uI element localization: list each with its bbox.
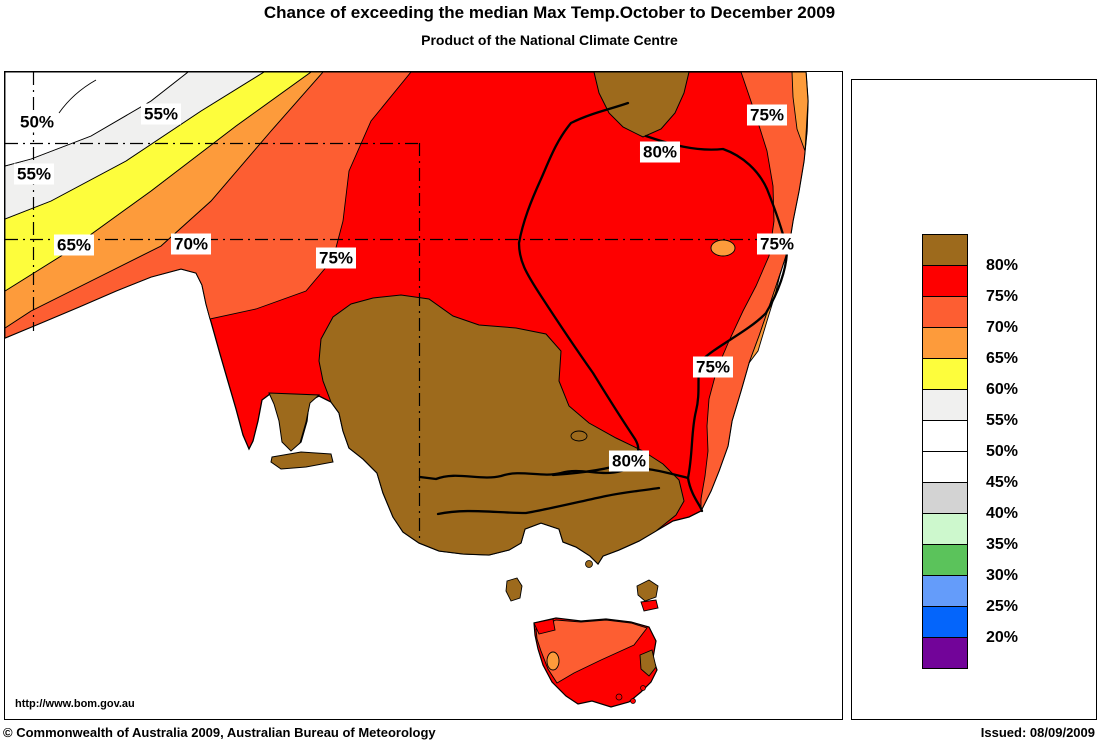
legend-swatch: [922, 327, 968, 359]
legend-swatch: [922, 296, 968, 328]
legend-swatch: [922, 606, 968, 638]
legend-tick-label: 25%: [986, 598, 1019, 615]
legend-tick-label: 30%: [986, 567, 1019, 584]
legend-swatch: [922, 575, 968, 607]
map-canvas: [5, 72, 842, 719]
contour-label: 75%: [692, 356, 734, 378]
legend-tick-label: 55%: [986, 412, 1019, 429]
tasmania: [505, 560, 659, 708]
legend-tick-label: 60%: [986, 381, 1019, 398]
map-panel: 50% 55% 55% 65% 70% 75% 80% 75% 75% 75% 80% http:/…: [4, 71, 843, 720]
contour-label: 80%: [639, 141, 681, 163]
contour-label: 50%: [16, 111, 58, 133]
legend-swatch: [922, 358, 968, 390]
legend-swatch: [922, 451, 968, 483]
page-subtitle: Product of the National Climate Centre: [421, 32, 678, 48]
legend-tick-label: 65%: [986, 350, 1019, 367]
footer-copyright: © Commonwealth of Australia 2009, Austra…: [3, 725, 436, 740]
legend-swatch: [922, 420, 968, 452]
legend-tick-label: 20%: [986, 629, 1019, 646]
url-label: http://www.bom.gov.au: [15, 698, 135, 710]
legend-tick-label: 45%: [986, 474, 1019, 491]
contour-label: 65%: [53, 234, 95, 256]
legend-tick-label: 40%: [986, 505, 1019, 522]
contour-label: 55%: [140, 103, 182, 125]
legend-swatch: [922, 544, 968, 576]
legend-swatch: [922, 513, 968, 545]
legend-tick-label: 75%: [986, 288, 1019, 305]
page-title: Chance of exceeding the median Max Temp.…: [263, 3, 836, 22]
contour-label: 80%: [608, 450, 650, 472]
contour-label: 75%: [756, 233, 798, 255]
east-coast-strips: [700, 72, 809, 512]
legend-swatch: [922, 265, 968, 297]
contour-label: 70%: [170, 233, 212, 255]
contour-label: 75%: [746, 104, 788, 126]
legend-panel: 80% 75% 70% 65% 60% 55% 50% 45% 40% 35% 30% 25% 20%: [851, 79, 1097, 720]
legend-tick-label: 80%: [986, 257, 1019, 274]
legend-swatch: [922, 389, 968, 421]
contour-label: 55%: [13, 163, 55, 185]
legend-tick-label: 70%: [986, 319, 1019, 336]
legend-swatch: [922, 637, 968, 669]
contour-label: 75%: [315, 247, 357, 269]
brown-80-plus-regions: [268, 72, 690, 565]
footer-issued: Issued: 08/09/2009: [980, 725, 1095, 740]
legend-tick-label: 50%: [986, 443, 1019, 460]
legend-tick-label: 35%: [986, 536, 1019, 553]
legend-swatch: [922, 482, 968, 514]
legend-swatch: [922, 234, 968, 266]
